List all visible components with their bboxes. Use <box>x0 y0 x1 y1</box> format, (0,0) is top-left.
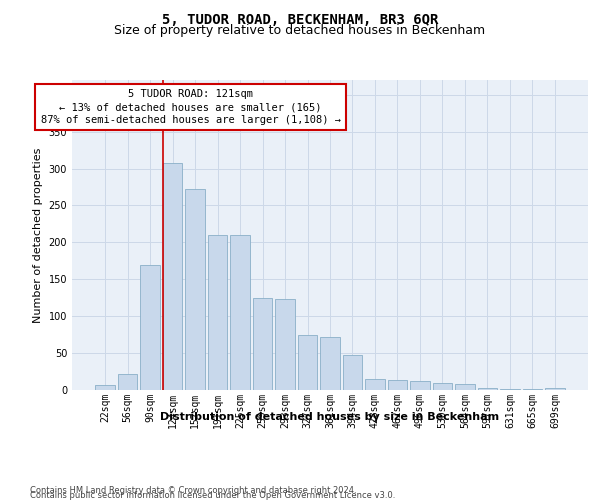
Bar <box>185 189 205 390</box>
Bar <box>388 380 407 390</box>
Bar <box>230 235 250 390</box>
Bar <box>545 388 565 390</box>
Text: 5, TUDOR ROAD, BECKENHAM, BR3 6QR: 5, TUDOR ROAD, BECKENHAM, BR3 6QR <box>162 12 438 26</box>
Bar <box>163 164 182 390</box>
Bar <box>343 354 362 390</box>
Text: 5 TUDOR ROAD: 121sqm
← 13% of detached houses are smaller (165)
87% of semi-deta: 5 TUDOR ROAD: 121sqm ← 13% of detached h… <box>41 89 341 126</box>
Y-axis label: Number of detached properties: Number of detached properties <box>33 148 43 322</box>
Text: Contains HM Land Registry data © Crown copyright and database right 2024.: Contains HM Land Registry data © Crown c… <box>30 486 356 495</box>
Bar <box>208 235 227 390</box>
Bar <box>253 298 272 390</box>
Bar <box>478 388 497 390</box>
Bar <box>455 384 475 390</box>
Bar <box>523 388 542 390</box>
Bar <box>433 384 452 390</box>
Bar <box>118 374 137 390</box>
Bar <box>410 381 430 390</box>
Text: Distribution of detached houses by size in Beckenham: Distribution of detached houses by size … <box>160 412 500 422</box>
Bar <box>275 299 295 390</box>
Bar <box>140 264 160 390</box>
Bar <box>365 379 385 390</box>
Text: Contains public sector information licensed under the Open Government Licence v3: Contains public sector information licen… <box>30 491 395 500</box>
Bar <box>95 385 115 390</box>
Text: Size of property relative to detached houses in Beckenham: Size of property relative to detached ho… <box>115 24 485 37</box>
Bar <box>298 334 317 390</box>
Bar <box>320 337 340 390</box>
